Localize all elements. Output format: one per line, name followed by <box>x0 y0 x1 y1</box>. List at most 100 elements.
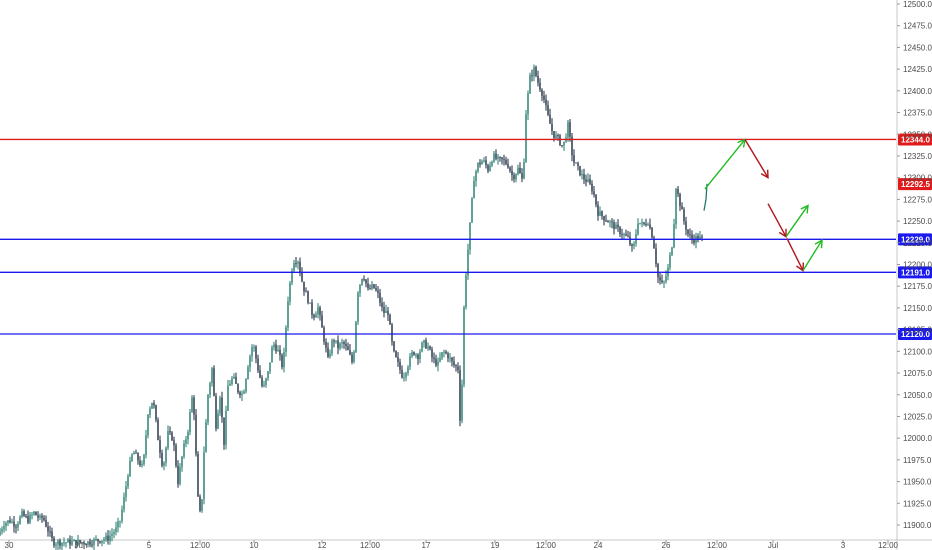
candle-body <box>327 347 329 357</box>
candle-body <box>451 357 453 362</box>
candle-body <box>21 511 23 517</box>
candle-body <box>693 239 695 243</box>
candle-body <box>137 453 139 461</box>
candle-body <box>81 542 83 544</box>
candle-body <box>405 373 407 378</box>
candle-body <box>413 352 415 355</box>
price-tick-label: 11900.0 <box>903 521 932 530</box>
candle-body <box>377 290 379 293</box>
candle-body <box>395 351 397 358</box>
candle-body <box>23 511 25 516</box>
candle-body <box>295 263 297 265</box>
candle-body <box>135 452 137 454</box>
candle-body <box>119 521 121 523</box>
candle-body <box>339 343 341 349</box>
candle-body <box>481 161 483 165</box>
candle-body <box>651 227 653 238</box>
candle-body <box>403 377 405 379</box>
candle-body <box>503 159 505 161</box>
candle-body <box>589 179 591 184</box>
candle-body <box>5 523 7 527</box>
candle-body <box>181 456 183 468</box>
candle-body <box>515 174 517 180</box>
level-price-label: 12344.0 <box>901 135 930 144</box>
candle-body <box>205 422 207 453</box>
candle-body <box>145 435 147 455</box>
candle-body <box>157 419 159 441</box>
level-price-label: 12120.0 <box>901 330 930 339</box>
candle-body <box>445 351 447 354</box>
candle-body <box>501 157 503 160</box>
candle-body <box>521 173 523 179</box>
candle-body <box>153 402 155 406</box>
candle-body <box>243 391 245 394</box>
candle-body <box>425 340 427 349</box>
candle-body <box>557 134 559 136</box>
time-tick-label: 17 <box>422 541 431 550</box>
candle-body <box>617 224 619 228</box>
candle-body <box>265 378 267 385</box>
candle-body <box>65 542 67 544</box>
candle-body <box>203 452 205 500</box>
candle-body <box>447 353 449 359</box>
candle-body <box>421 342 423 352</box>
time-tick-label: Jun <box>75 541 88 550</box>
candle-body <box>285 327 287 352</box>
candle-body <box>485 160 487 166</box>
time-axis[interactable]: 30 Jun 5 12:00 10 12 12:00 17 19 12:00 24 26 12:00 Ju… <box>5 540 899 550</box>
candle-body <box>49 531 51 533</box>
time-tick-label: 12:00 <box>360 541 381 550</box>
candle-body <box>151 402 153 409</box>
candle-body <box>351 354 353 362</box>
candle-body <box>615 224 617 230</box>
candle-body <box>299 261 301 273</box>
candle-body <box>349 350 351 355</box>
price-tick-label: 12275.0 <box>903 195 932 204</box>
candle-body <box>197 453 199 497</box>
candle-body <box>399 361 401 370</box>
candle-body <box>375 288 377 291</box>
candle-body <box>629 236 631 245</box>
candle-body <box>79 540 81 543</box>
price-tick-label: 12425.0 <box>903 65 932 74</box>
candle-body <box>575 162 577 164</box>
candle-body <box>683 209 685 222</box>
candle-body <box>93 539 95 545</box>
candle-body <box>85 544 87 546</box>
candle-body <box>465 275 467 308</box>
candle-body <box>659 277 661 281</box>
candle-body <box>241 393 243 396</box>
candle-body <box>613 222 615 230</box>
candle-body <box>133 452 135 455</box>
candle-body <box>457 366 459 371</box>
candle-body <box>13 521 15 527</box>
candle-body <box>345 343 347 347</box>
candle-body <box>147 414 149 436</box>
candle-body <box>331 340 333 354</box>
candle-body <box>9 520 11 523</box>
level-price-label: 12229.0 <box>901 235 930 244</box>
candle-body <box>207 395 209 423</box>
candle-body <box>359 284 361 293</box>
candle-body <box>11 521 13 523</box>
price-axis[interactable]: 12500.0 12475.0 12450.0 12425.0 12400.0 12375… <box>897 0 932 530</box>
candle-body <box>609 221 611 223</box>
candle-body <box>671 247 673 255</box>
candle-body <box>523 162 525 179</box>
candle-body <box>275 344 277 352</box>
candle-body <box>597 204 599 216</box>
candle-body <box>391 324 393 342</box>
price-tick-label: 11975.0 <box>903 456 932 465</box>
price-tick-label: 12350.0 <box>903 130 932 139</box>
candle-body <box>61 542 63 546</box>
candle-body <box>149 408 151 415</box>
candle-body <box>219 397 221 414</box>
candle-body <box>193 397 195 415</box>
candle-body <box>307 291 309 303</box>
candle-body <box>215 395 217 429</box>
candle-body <box>53 538 55 546</box>
time-tick-label: 12 <box>318 541 327 550</box>
candle-body <box>59 540 61 546</box>
candle-body <box>189 412 191 433</box>
